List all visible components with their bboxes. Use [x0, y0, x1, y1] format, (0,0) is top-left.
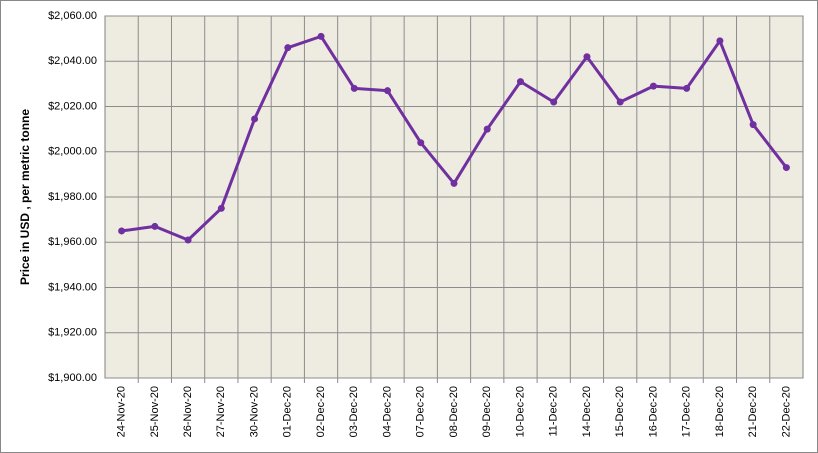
data-point: [450, 179, 458, 187]
data-point: [317, 32, 325, 40]
x-tick-label: 17-Dec-20: [681, 386, 693, 437]
y-tick-label: $1,980.00: [48, 191, 97, 203]
x-tick-label: 21-Dec-20: [747, 386, 759, 437]
data-point: [649, 82, 657, 90]
data-point: [251, 115, 259, 123]
data-point: [583, 53, 591, 61]
x-tick-label: 08-Dec-20: [448, 386, 460, 437]
x-tick-label: 25-Nov-20: [149, 386, 161, 437]
y-tick-label: $2,040.00: [48, 55, 97, 67]
data-point: [683, 84, 691, 92]
y-tick-label: $1,940.00: [48, 281, 97, 293]
y-tick-label: $2,060.00: [48, 10, 97, 22]
x-tick-label: 07-Dec-20: [415, 386, 427, 437]
data-point: [350, 84, 358, 92]
y-tick-label: $2,020.00: [48, 100, 97, 112]
x-tick-label: 10-Dec-20: [514, 386, 526, 437]
x-tick-label: 24-Nov-20: [116, 386, 128, 437]
y-tick-label: $1,900.00: [48, 372, 97, 384]
data-point: [716, 37, 724, 45]
x-tick-label: 11-Dec-20: [548, 386, 560, 437]
y-tick-label: $2,000.00: [48, 146, 97, 158]
x-tick-label: 03-Dec-20: [348, 386, 360, 437]
x-tick-label: 27-Nov-20: [215, 386, 227, 437]
x-tick-label: 18-Dec-20: [714, 386, 726, 437]
data-point: [284, 44, 292, 52]
y-tick-label: $1,960.00: [48, 236, 97, 248]
data-point: [550, 98, 558, 106]
x-tick-label: 16-Dec-20: [647, 386, 659, 437]
x-tick-label: 04-Dec-20: [381, 386, 393, 437]
x-tick-label: 09-Dec-20: [481, 386, 493, 437]
data-point: [151, 222, 159, 230]
y-tick-label: $1,920.00: [48, 327, 97, 339]
x-tick-label: 22-Dec-20: [780, 386, 792, 437]
data-point: [516, 78, 524, 86]
x-tick-label: 30-Nov-20: [248, 386, 260, 437]
x-tick-label: 26-Nov-20: [182, 386, 194, 437]
y-axis-title: Price in USD , per metric tonne: [18, 109, 32, 285]
data-point: [118, 227, 126, 235]
data-point: [749, 121, 757, 129]
data-point: [384, 87, 392, 95]
data-point: [616, 98, 624, 106]
data-point: [483, 125, 491, 133]
x-tick-label: 14-Dec-20: [581, 386, 593, 437]
data-point: [417, 139, 425, 147]
data-point: [184, 236, 192, 244]
data-point: [782, 164, 790, 172]
data-point: [217, 204, 225, 212]
x-tick-label: 02-Dec-20: [315, 386, 327, 437]
x-tick-label: 01-Dec-20: [282, 386, 294, 437]
x-tick-label: 15-Dec-20: [614, 386, 626, 437]
